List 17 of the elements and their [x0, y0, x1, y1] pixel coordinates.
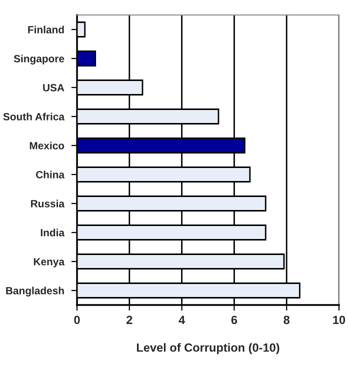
x-tick-label: 8	[284, 316, 290, 324]
y-tick-label: Singapore	[14, 54, 64, 64]
x-tick-label: 10	[333, 316, 346, 324]
y-tick-label: Mexico	[30, 142, 64, 150]
x-tick-label: 0	[74, 316, 80, 324]
x-tick-label: 6	[231, 316, 238, 324]
y-tick-label: Bangladesh	[6, 286, 64, 296]
y-tick-label: China	[36, 170, 65, 178]
y-tick-label: India	[40, 228, 65, 236]
y-tick-label: Kenya	[34, 258, 65, 268]
y-tick-label: South Africa	[3, 112, 65, 120]
y-tick-label: Finland	[28, 26, 64, 34]
x-tick-label: 2	[126, 316, 132, 324]
y-tick-label: USA	[43, 84, 64, 92]
x-axis-title: Level of Corruption (0-10)	[136, 343, 280, 354]
y-tick-label: Russia	[31, 200, 65, 208]
x-tick-label: 4	[178, 316, 186, 324]
